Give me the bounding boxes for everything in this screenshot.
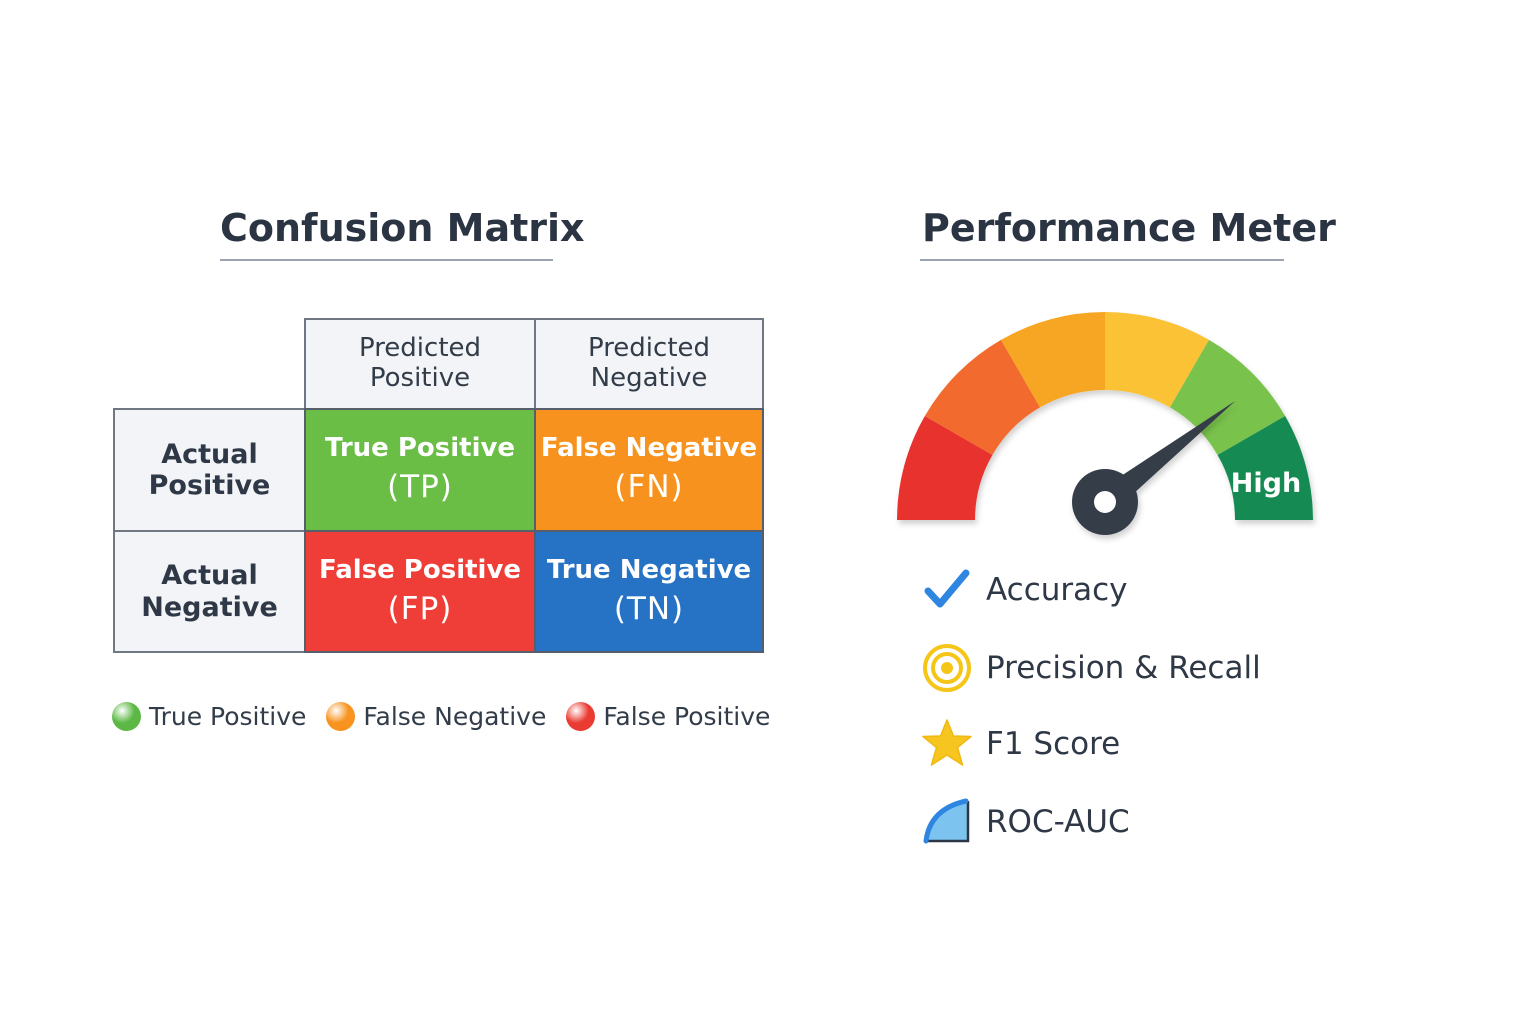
metric-label: Accuracy [986,572,1128,608]
gauge-segment [1217,416,1313,520]
column-header-line1: Predicted [587,333,711,364]
gauge-segment [924,339,1040,455]
confusion-matrix-title-underline [220,259,553,261]
row-header-line2: Negative [141,591,278,623]
cell-name: True Negative [546,554,752,585]
cell-name: True Positive [324,433,516,464]
legend-dot-icon [566,701,596,731]
legend-label: False Positive [603,701,771,731]
metric-label: ROC-AUC [986,804,1130,840]
confusion-matrix-legend: True Positive False Negative False Posit… [112,696,790,736]
gauge-needle-hub-center [1094,491,1116,513]
cell-name: False Positive [318,554,522,585]
cell-true-positive: True Positive (TP) [304,408,536,532]
legend-label: False Negative [363,701,547,731]
metric-roc-auc: ROC-AUC [920,794,1130,850]
row-header-line1: Actual [161,560,258,592]
target-icon [923,644,971,692]
performance-meter-title: Performance Meter [922,206,1336,250]
cell-name: False Negative [540,433,758,464]
legend-item-false-negative: False Negative [326,701,547,731]
performance-meter-title-underline [920,259,1284,261]
metric-label: F1 Score [986,726,1121,762]
gauge-segment [1001,312,1105,408]
column-header-line2: Negative [590,363,708,393]
gauge-segment [897,416,993,520]
gauge-segments [897,312,1313,520]
column-header-line1: Predicted [358,333,482,364]
performance-gauge: High [897,312,1313,535]
cell-false-negative: False Negative (FN) [534,408,764,532]
metric-label: Precision & Recall [986,650,1261,686]
legend-dot-icon [326,701,356,731]
column-header-predicted-positive: Predicted Positive [304,318,536,410]
cell-abbreviation: (FN) [614,469,684,506]
row-header-actual-positive: Actual Positive [113,408,306,532]
row-header-line2: Positive [148,470,271,501]
legend-dot-icon [112,701,141,731]
cell-abbreviation: (FP) [387,590,453,627]
roc-curve-icon [923,798,970,844]
gauge-level-label: High [1231,468,1301,499]
legend-label: True Positive [149,701,307,731]
gauge-segment [1105,312,1209,408]
cell-true-negative: True Negative (TN) [534,530,764,653]
cell-false-positive: False Positive (FP) [304,530,536,653]
metric-precision-recall: Precision & Recall [920,640,1261,696]
gauge-needle [1072,400,1236,535]
star-icon [922,719,972,766]
cell-abbreviation: (TP) [387,469,453,506]
metric-f1-score: F1 Score [920,716,1120,772]
row-header-line1: Actual [161,438,258,470]
row-header-actual-negative: Actual Negative [113,530,306,653]
checkmark-icon [924,569,970,608]
legend-item-true-positive: True Positive [112,701,307,731]
confusion-matrix-title: Confusion Matrix [220,206,585,250]
metric-accuracy: Accuracy [920,562,1128,618]
legend-item-false-positive: False Positive [566,701,771,731]
column-header-line2: Positive [369,363,471,393]
column-header-predicted-negative: Predicted Negative [534,318,764,410]
cell-abbreviation: (TN) [613,590,685,627]
